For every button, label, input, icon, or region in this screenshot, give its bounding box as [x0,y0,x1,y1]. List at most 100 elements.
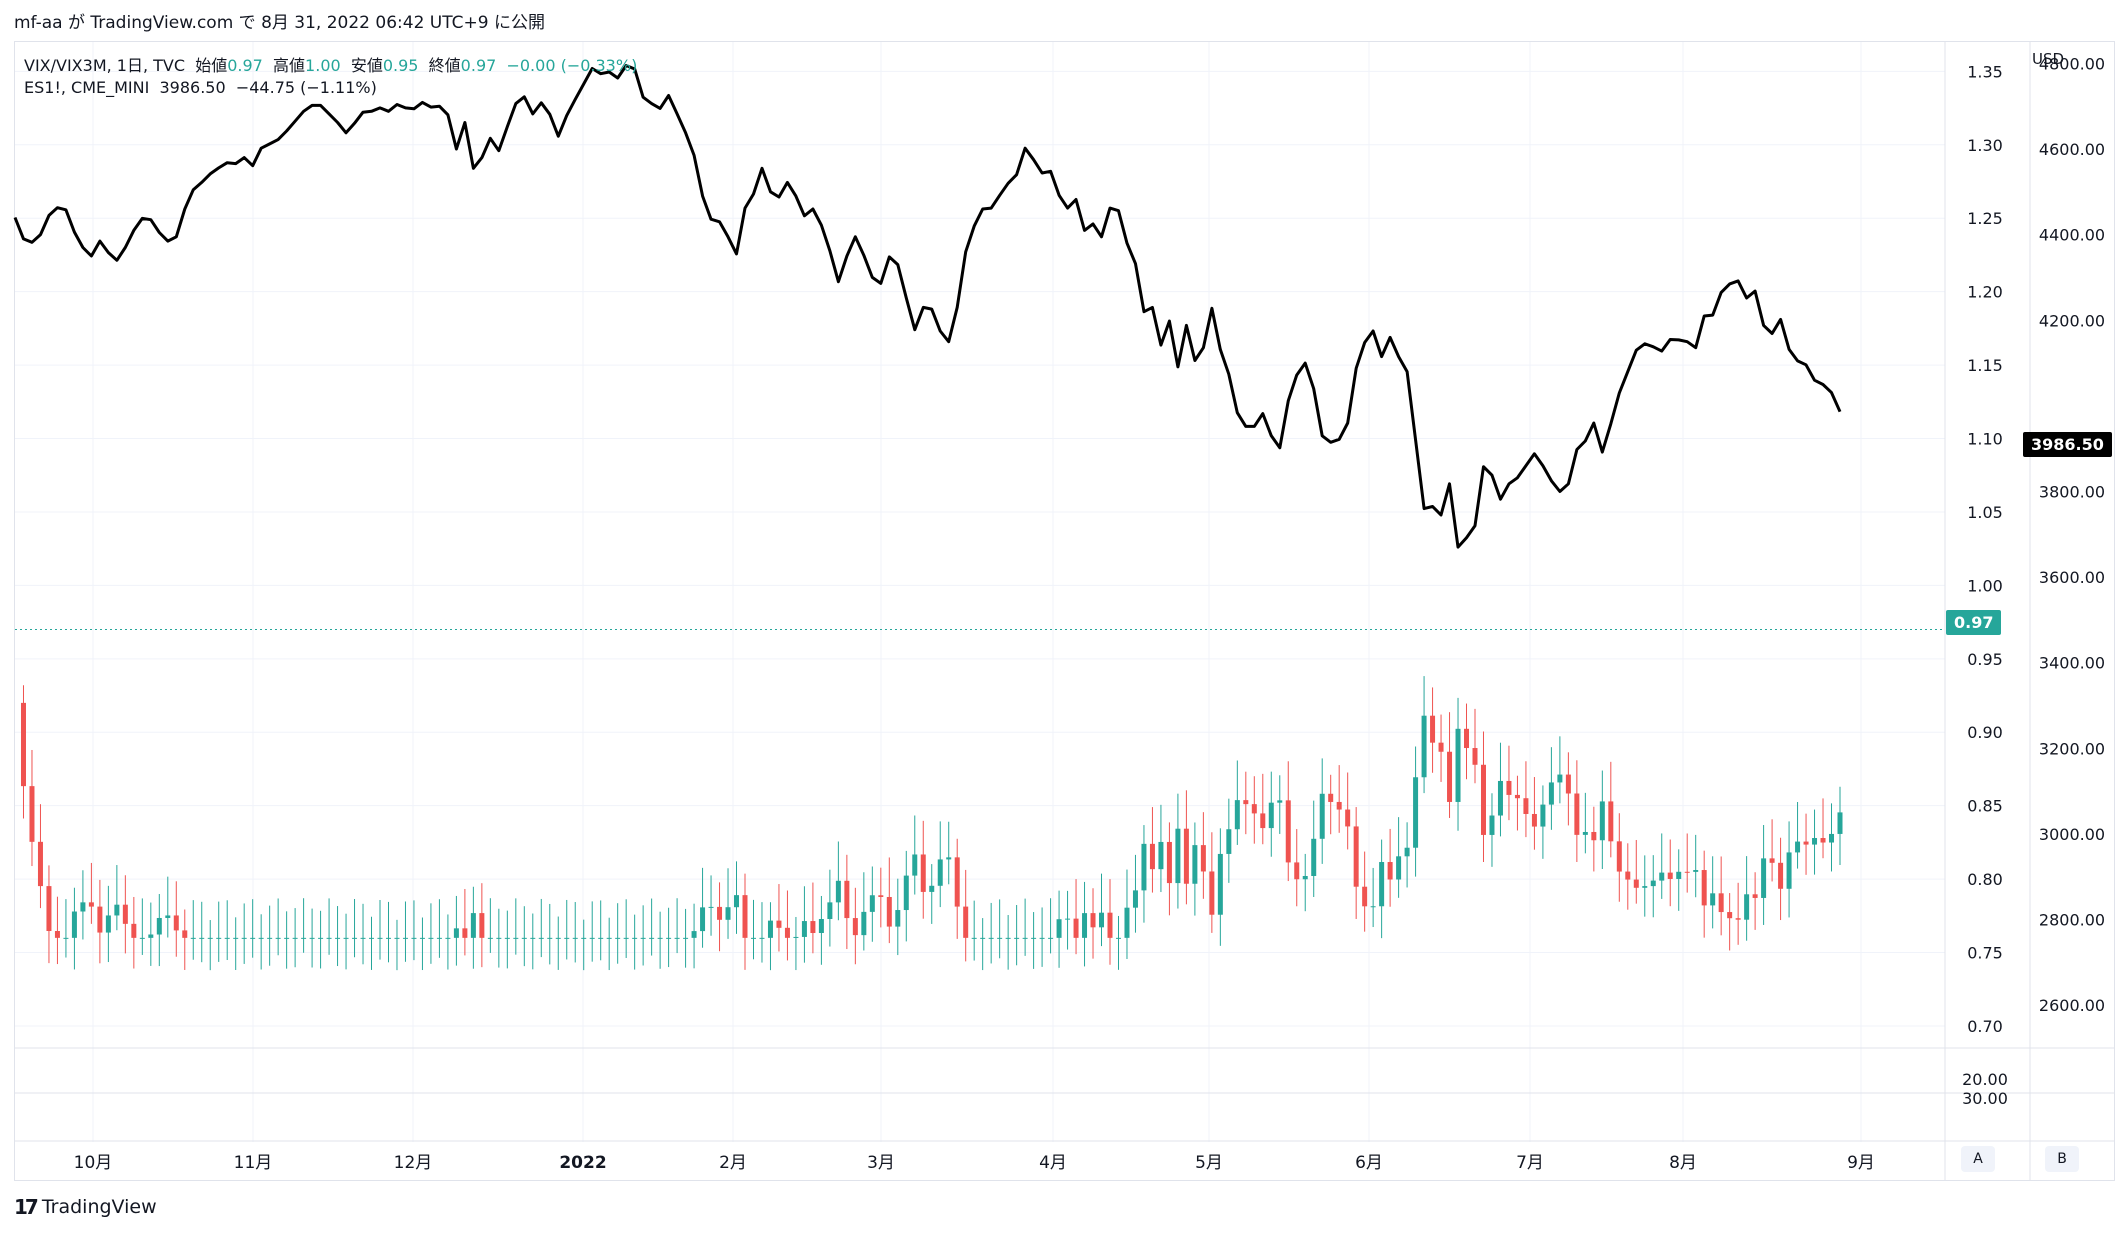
ratio-axis-tick-label: 1.15 [1967,356,2003,375]
ratio-candle-up [377,937,383,939]
ratio-axis-tick-label: 0.90 [1967,723,2003,742]
ratio-candle-up [1489,815,1495,835]
ratio-candle-up [793,936,799,938]
ratio-candle-up [1761,858,1767,898]
secondary-scale-button[interactable]: B [2045,1146,2079,1172]
usd-axis-tick-label: 4200.00 [2039,311,2105,330]
ratio-candle-up [666,937,672,939]
ratio-candle-up [946,857,952,860]
ratio-candle-up [63,937,69,939]
ratio-candle-up [530,937,536,939]
ratio-candle-up [615,937,621,939]
usd-axis-tick-label: 3600.00 [2039,568,2105,587]
ratio-candle-up [1158,841,1164,870]
ratio-candle-up [750,937,756,939]
ratio-candle-up [980,937,986,939]
ratio-candle-down [1565,774,1571,794]
chart-frame [14,41,2115,1181]
lower-pane-tick-label: 30.00 [1962,1089,2008,1108]
ratio-candle-up [165,915,171,918]
ratio-candle-up [1413,777,1419,848]
auto-scale-button[interactable]: A [1961,1146,1995,1172]
ratio-candle-down [1353,826,1359,887]
ratio-candle-down [1735,918,1741,920]
ratio-candle-up [402,937,408,939]
usd-axis-tick-label: 4400.00 [2039,226,2105,245]
ratio-candle-up [114,904,120,916]
ratio-candle-up [1676,871,1682,879]
ratio-candle-up [1379,862,1385,907]
ratio-candle-up [487,937,493,939]
ratio-candle-up [1710,893,1716,906]
time-axis-label: 10月 [74,1153,113,1173]
ratio-candle-up [1056,919,1062,938]
ratio-candle-down [1073,918,1079,938]
ratio-candle-down [1438,742,1444,752]
ratio-candle-down [1718,893,1724,913]
ratio-candle-up [547,937,553,939]
ratio-candle-up [912,854,918,876]
ratio-candle-up [1404,847,1410,857]
ratio-candle-up [233,937,239,939]
ratio-candle-up [470,913,476,938]
ratio-candle-down [131,923,137,938]
usd-axis-tick-label: 3800.00 [2039,482,2105,501]
ratio-candle-up [1837,812,1843,834]
ratio-candle-up [301,937,307,939]
ratio-candle-up [988,937,994,939]
ratio-candle-up [1650,880,1656,887]
ratio-candle-up [589,937,595,939]
ratio-candle-down [1531,813,1537,827]
ratio-candle-up [971,937,977,939]
ratio-axis-tick-label: 1.05 [1967,503,2003,522]
ratio-candle-down [1336,801,1342,810]
ratio-axis-tick-label: 0.70 [1967,1017,2003,1036]
usd-axis-tick-label: 4600.00 [2039,140,2105,159]
ratio-candle-up [385,937,391,939]
ratio-candle-up [504,937,510,939]
ratio-candle-up [1455,728,1461,802]
usd-axis-tick-label: 4800.00 [2039,54,2105,73]
ratio-candle-up [827,902,833,919]
ratio-candle-down [1727,912,1733,919]
ratio-candle-down [1345,809,1351,827]
legend-high-value: 1.00 [305,56,341,75]
time-axis-label: 8月 [1669,1153,1697,1173]
legend-open-value: 0.97 [227,56,263,75]
ratio-axis-tick-label: 0.85 [1967,797,2003,816]
time-axis-label: 2月 [719,1153,747,1173]
ratio-candle-down [1251,804,1257,814]
ratio-candle-down [878,895,884,897]
ratio-candle-up [767,920,773,938]
ratio-candle-up [861,911,867,936]
ratio-candle-up [275,937,281,939]
ratio-axis-tick-label: 0.95 [1967,650,2003,669]
ratio-candle-down [1430,715,1436,743]
ratio-candle-up [80,902,86,912]
ratio-candle-up [258,937,264,939]
ratio-candle-up [683,937,689,939]
legend-low-label: 安値 [350,56,383,75]
brand-logo[interactable]: 17 TradingView [14,1195,157,1219]
ratio-candle-down [37,841,43,887]
ratio-candle-up [419,937,425,939]
ratio-candle-down [1769,858,1775,863]
ratio-candle-up [1132,890,1138,908]
time-axis-label: 5月 [1195,1153,1223,1173]
ratio-candle-down [46,886,52,931]
ratio-candle-down [1701,870,1707,906]
time-axis-label: 12月 [394,1153,433,1173]
ratio-candle-up [1039,937,1045,939]
ratio-candle-down [954,857,960,907]
ratio-candle-down [1778,862,1784,889]
legend-ratio-symbol[interactable]: VIX/VIX3M, 1日, TVC [24,56,186,75]
ratio-candle-up [1497,780,1503,816]
ratio-candle-down [1243,800,1249,805]
ratio-candle-up [1659,872,1665,881]
ratio-candle-up [997,937,1003,939]
ratio-candle-up [1082,913,1088,938]
ratio-candle-up [623,937,629,939]
legend-es-symbol[interactable]: ES1!, CME_MINI [24,78,150,97]
ratio-candle-down [1514,794,1520,799]
